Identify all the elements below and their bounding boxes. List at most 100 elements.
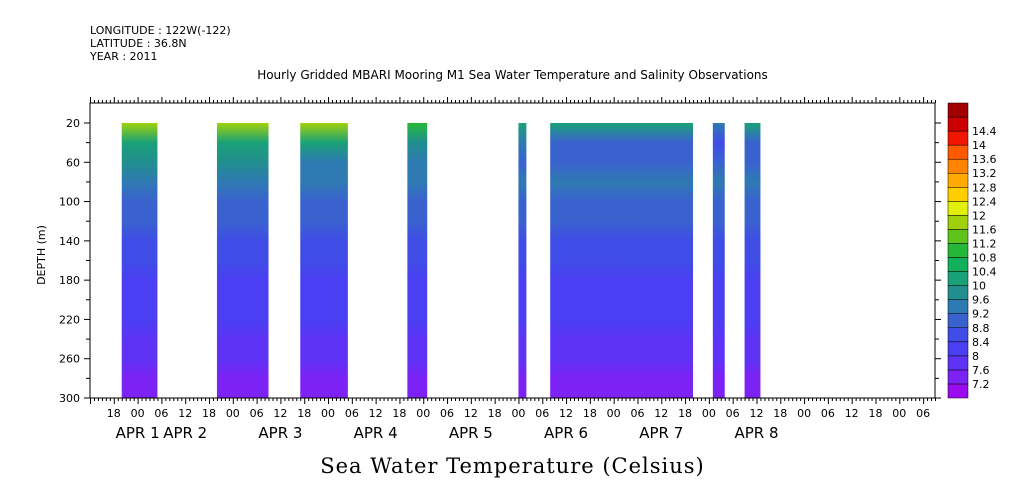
x-day-label: APR 8 <box>734 424 778 442</box>
longitude-label: LONGITUDE : 122W(-122) <box>90 24 231 37</box>
y-tick-label: 140 <box>59 235 80 248</box>
colorbar-label: 12.4 <box>972 195 997 208</box>
x-tick-label: 18 <box>488 407 502 420</box>
data-segment <box>121 123 158 398</box>
colorbar-label: 13.2 <box>972 167 997 180</box>
x-tick-label: 12 <box>749 407 763 420</box>
colorbar-label: 13.6 <box>972 153 997 166</box>
x-tick-label: 06 <box>630 407 644 420</box>
colorbar-label: 10.4 <box>972 266 997 279</box>
x-tick-label: 00 <box>226 407 240 420</box>
x-tick-label: 06 <box>916 407 930 420</box>
y-tick-label: 60 <box>66 156 80 169</box>
x-tick-label: 18 <box>202 407 216 420</box>
x-day-label: APR 5 <box>449 424 493 442</box>
x-tick-label: 12 <box>559 407 573 420</box>
colorbar-swatch <box>947 271 969 286</box>
colorbar: 7.27.688.48.89.29.61010.410.811.211.6121… <box>947 102 997 399</box>
year-label: YEAR : 2011 <box>90 50 158 63</box>
colorbar-swatch <box>947 313 969 329</box>
colorbar-label: 7.6 <box>972 364 990 377</box>
colorbar-swatch <box>947 116 969 132</box>
colorbar-label: 8 <box>972 350 979 363</box>
x-day-label: APR 6 <box>544 424 588 442</box>
colorbar-swatch <box>947 355 969 371</box>
colorbar-label: 9.6 <box>972 294 990 307</box>
x-day-label: APR 7 <box>639 424 683 442</box>
data-segment <box>300 123 348 398</box>
colorbar-label: 8.8 <box>972 322 990 335</box>
colorbar-swatch <box>947 243 969 258</box>
colorbar-label: 9.2 <box>972 308 990 321</box>
colorbar-label: 14.4 <box>972 125 997 138</box>
colorbar-label: 10 <box>972 280 986 293</box>
colorbar-swatch <box>947 130 969 146</box>
x-tick-label: 12 <box>654 407 668 420</box>
x-tick-label: 12 <box>369 407 383 420</box>
x-day-label: APR 2 <box>163 424 207 442</box>
y-tick-label: 100 <box>59 196 80 209</box>
x-tick-label: 06 <box>250 407 264 420</box>
x-day-label: APR 3 <box>258 424 302 442</box>
data-segment <box>518 123 527 398</box>
colorbar-swatch <box>947 257 969 272</box>
y-tick-label: 260 <box>59 353 80 366</box>
x-tick-label: 06 <box>821 407 835 420</box>
y-tick-label: 300 <box>59 392 80 405</box>
colorbar-label: 11.6 <box>972 223 997 236</box>
colorbar-swatch <box>947 158 969 174</box>
x-tick-label: 12 <box>464 407 478 420</box>
data-segment <box>550 123 694 398</box>
x-day-label: APR 4 <box>354 424 398 442</box>
colorbar-label: 12.8 <box>972 181 997 194</box>
x-tick-label: 06 <box>154 407 168 420</box>
colorbar-swatch <box>947 144 969 160</box>
colorbar-swatch <box>947 172 969 188</box>
data-segment <box>407 123 428 398</box>
x-tick-label: 12 <box>273 407 287 420</box>
colorbar-swatch <box>947 327 969 343</box>
x-tick-label: 00 <box>607 407 621 420</box>
colorbar-label: 11.2 <box>972 237 997 250</box>
y-tick-label: 220 <box>59 313 80 326</box>
x-tick-label: 06 <box>726 407 740 420</box>
colorbar-swatch <box>947 102 969 118</box>
colorbar-swatch <box>947 187 969 202</box>
x-tick-label: 06 <box>345 407 359 420</box>
colorbar-swatch <box>947 341 969 357</box>
x-tick-label: 00 <box>511 407 525 420</box>
x-tick-label: 00 <box>797 407 811 420</box>
colorbar-swatch <box>947 285 969 300</box>
x-tick-label: 00 <box>892 407 906 420</box>
plot-frame <box>89 102 936 399</box>
plot-area <box>121 123 761 398</box>
x-axis-label: Sea Water Temperature (Celsius) <box>320 454 705 478</box>
colorbar-swatch <box>947 215 969 230</box>
x-day-label: APR 1 <box>116 424 160 442</box>
data-segment <box>712 123 725 398</box>
data-segment <box>744 123 761 398</box>
x-tick-label: 18 <box>868 407 882 420</box>
colorbar-swatch <box>947 229 969 244</box>
chart-title: Hourly Gridded MBARI Mooring M1 Sea Wate… <box>257 68 768 82</box>
x-tick-label: 12 <box>178 407 192 420</box>
x-tick-label: 18 <box>297 407 311 420</box>
x-tick-label: 00 <box>131 407 145 420</box>
colorbar-label: 14 <box>972 139 986 152</box>
x-tick-label: 18 <box>583 407 597 420</box>
x-tick-label: 18 <box>107 407 121 420</box>
colorbar-label: 10.8 <box>972 252 997 265</box>
latitude-label: LATITUDE : 36.8N <box>90 37 187 50</box>
x-tick-label: 00 <box>416 407 430 420</box>
colorbar-swatch <box>947 369 969 385</box>
colorbar-swatch <box>947 201 969 216</box>
x-tick-label: 00 <box>321 407 335 420</box>
colorbar-swatch <box>947 299 969 314</box>
x-tick-label: 06 <box>440 407 454 420</box>
data-segment <box>216 123 269 398</box>
colorbar-swatch <box>947 383 969 399</box>
x-tick-label: 18 <box>773 407 787 420</box>
axes: 18 00 06 12 18 00 06 12 18 00 06 12 18 00 06 12 18 00 06 12… <box>59 97 941 442</box>
x-tick-label: 06 <box>535 407 549 420</box>
